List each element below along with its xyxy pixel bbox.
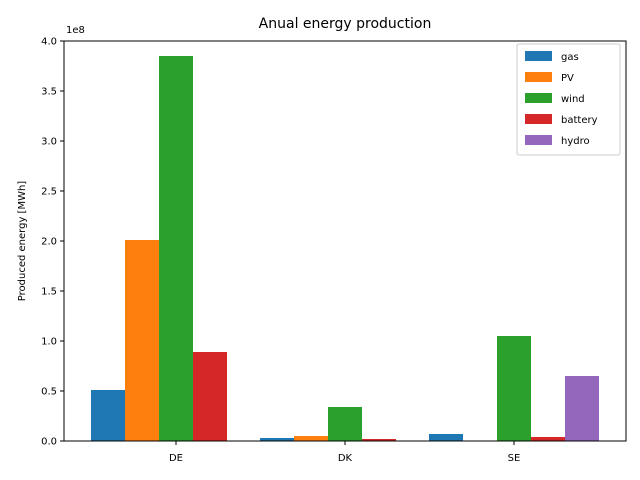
y-axis-offset-label: 1e8: [66, 25, 85, 36]
bar-battery-SE: [531, 437, 565, 441]
y-tick-label: 4.0: [41, 37, 57, 48]
legend-swatch-gas: [525, 51, 552, 61]
bar-gas-DK: [260, 438, 294, 441]
plot-frame: [63, 40, 627, 442]
bar-hydro-SE: [565, 376, 599, 441]
y-tick-label: 0.0: [41, 437, 57, 448]
legend-label-hydro: hydro: [561, 136, 590, 147]
y-axis: 0.0 0.5 1.0 1.5 2.0 2.5 3.0 3.5 4.0: [41, 37, 64, 448]
bars-group: [91, 56, 599, 441]
legend-label-battery: battery: [561, 115, 598, 126]
y-axis-label: Produced energy [MWh]: [17, 181, 28, 302]
bar-PV-DK: [294, 436, 328, 441]
legend-label-gas: gas: [561, 52, 579, 63]
legend-swatch-PV: [525, 72, 552, 82]
y-tick-label: 0.5: [41, 387, 57, 398]
bar-battery-DK: [362, 439, 396, 441]
y-tick-label: 1.0: [41, 337, 57, 348]
x-tick-label: DK: [338, 453, 353, 464]
chart-title: Anual energy production: [259, 16, 432, 32]
legend-swatch-wind: [525, 93, 552, 103]
y-tick-label: 2.5: [41, 187, 57, 198]
x-axis: DE DK SE: [169, 441, 520, 464]
bar-wind-DK: [328, 407, 362, 441]
bar-gas-DE: [91, 390, 125, 441]
legend-swatch-battery: [525, 114, 552, 124]
x-tick-label: DE: [169, 453, 183, 464]
y-tick-label: 3.0: [41, 137, 57, 148]
bar-wind-SE: [497, 336, 531, 441]
bar-PV-DE: [125, 240, 159, 441]
bar-battery-DE: [193, 352, 227, 441]
legend-label-wind: wind: [561, 94, 585, 105]
bar-wind-DE: [159, 56, 193, 441]
legend: gas PV wind battery hydro: [516, 43, 621, 156]
y-tick-label: 2.0: [41, 237, 57, 248]
legend-swatch-hydro: [525, 135, 552, 145]
x-tick-label: SE: [508, 453, 521, 464]
legend-box: [516, 43, 621, 156]
y-tick-label: 1.5: [41, 287, 57, 298]
bar-gas-SE: [429, 434, 463, 441]
y-tick-label: 3.5: [41, 87, 57, 98]
legend-label-PV: PV: [561, 73, 574, 84]
